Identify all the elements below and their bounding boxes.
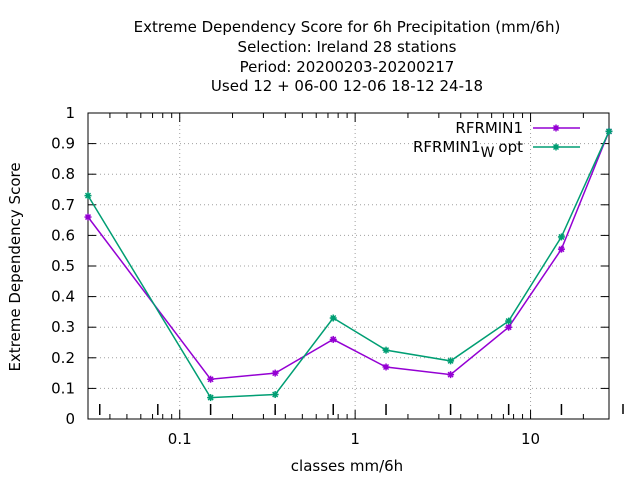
legend-label-2-name: RFRMIN1 <box>413 138 481 156</box>
series-point-2 <box>447 357 455 365</box>
series-point-2 <box>382 346 390 354</box>
y-axis-label: Extreme Dependency Score <box>6 162 24 371</box>
legend-marker-2 <box>552 143 560 151</box>
x-tick-label: 10 <box>521 430 540 448</box>
series <box>84 127 613 402</box>
legend-label-2-subscript: W <box>481 145 495 161</box>
series-line-1 <box>87 131 610 380</box>
legend: RFRMIN1 RFRMIN1W opt <box>413 119 580 161</box>
series-point-1 <box>382 363 390 371</box>
y-tick-label: 0.5 <box>51 257 75 275</box>
legend-label-2: RFRMIN1W opt <box>413 138 523 161</box>
series-point-1 <box>271 369 279 377</box>
title-line-2: Selection: Ireland 28 stations <box>238 38 457 56</box>
series-point-1 <box>557 245 565 253</box>
y-tick-label: 0.9 <box>51 135 75 153</box>
series-point-2 <box>605 127 613 135</box>
title-line-1: Extreme Dependency Score for 6h Precipit… <box>134 18 561 36</box>
y-tick-label: 0 <box>65 410 75 428</box>
y-tick-label: 0.3 <box>51 318 75 336</box>
legend-marker-1 <box>552 124 560 132</box>
x-tick-label: 1 <box>350 430 360 448</box>
y-tick-label: 0.6 <box>51 226 75 244</box>
series-point-2 <box>84 192 92 200</box>
y-tick-label: 0.4 <box>51 288 75 306</box>
series-point-2 <box>557 233 565 241</box>
legend-entry-2: RFRMIN1W opt <box>413 138 580 161</box>
y-tick-labels: 0 0.1 0.2 0.3 0.4 0.5 0.6 0.7 0.8 0.9 1 <box>51 104 75 428</box>
series-point-1 <box>505 323 513 331</box>
grid <box>88 113 609 419</box>
plot-frame <box>87 112 610 420</box>
series-point-1 <box>207 375 215 383</box>
series-point-1 <box>447 371 455 379</box>
series-point-2 <box>329 314 337 322</box>
legend-entry-1: RFRMIN1 <box>455 119 580 137</box>
series-point-2 <box>505 317 513 325</box>
y-tick-label: 0.8 <box>51 165 75 183</box>
y-tick-label: 0.2 <box>51 349 75 367</box>
series-point-2 <box>207 394 215 402</box>
y-tick-label: 1 <box>65 104 75 122</box>
title-line-4: Used 12 + 06-00 12-06 18-12 24-18 <box>211 77 483 95</box>
title-line-3: Period: 20200203-20200217 <box>240 58 455 76</box>
series-point-1 <box>329 335 337 343</box>
chart-title: Extreme Dependency Score for 6h Precipit… <box>134 18 561 95</box>
x-tick-labels: 0.1 1 10 <box>168 430 540 448</box>
legend-label-1: RFRMIN1 <box>455 119 523 137</box>
x-axis-label: classes mm/6h <box>291 457 403 475</box>
series-point-2 <box>271 391 279 399</box>
y-tick-label: 0.1 <box>51 379 75 397</box>
y-tick-label: 0.7 <box>51 196 75 214</box>
series-point-1 <box>84 213 92 221</box>
x-tick-label: 0.1 <box>168 430 192 448</box>
legend-label-2-suffix: opt <box>498 138 523 156</box>
